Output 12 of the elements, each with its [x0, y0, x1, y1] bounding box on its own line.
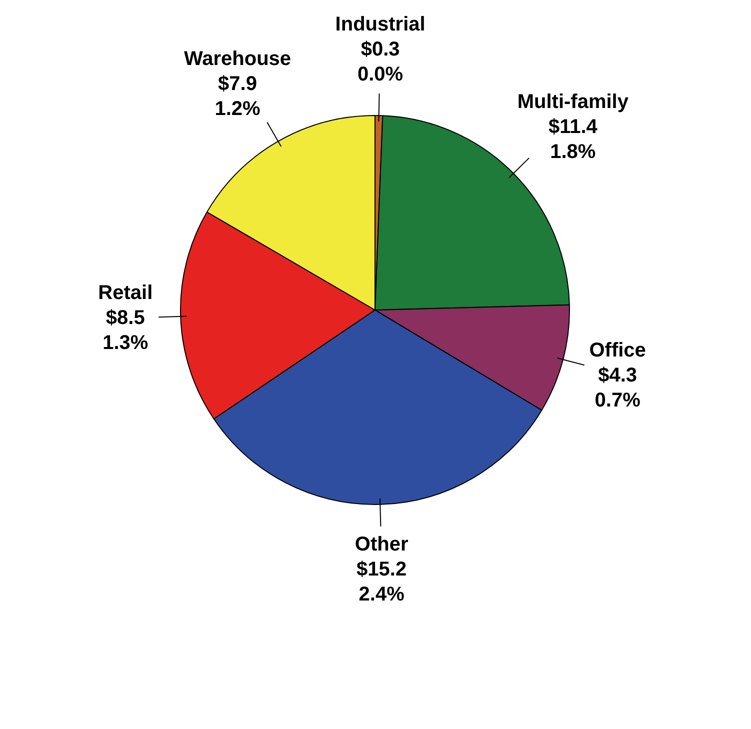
- slice-label: Retail: [98, 282, 153, 304]
- slice-label: Other: [354, 533, 408, 556]
- slice-label: Multi-family: [517, 90, 630, 113]
- data-label: $0.3 0.0%: [358, 38, 404, 86]
- slice-label: Office: [589, 340, 646, 362]
- data-label: $11.4 1.8%: [548, 116, 598, 163]
- data-label: $8.5 1.3%: [102, 307, 148, 354]
- slice-label: Warehouse: [184, 48, 292, 70]
- data-label: $4.3 0.7%: [594, 364, 641, 412]
- data-label: $7.9 1.2%: [214, 73, 261, 120]
- slice-label: Industrial: [335, 14, 426, 36]
- data-label: $15.2 2.4%: [356, 558, 407, 606]
